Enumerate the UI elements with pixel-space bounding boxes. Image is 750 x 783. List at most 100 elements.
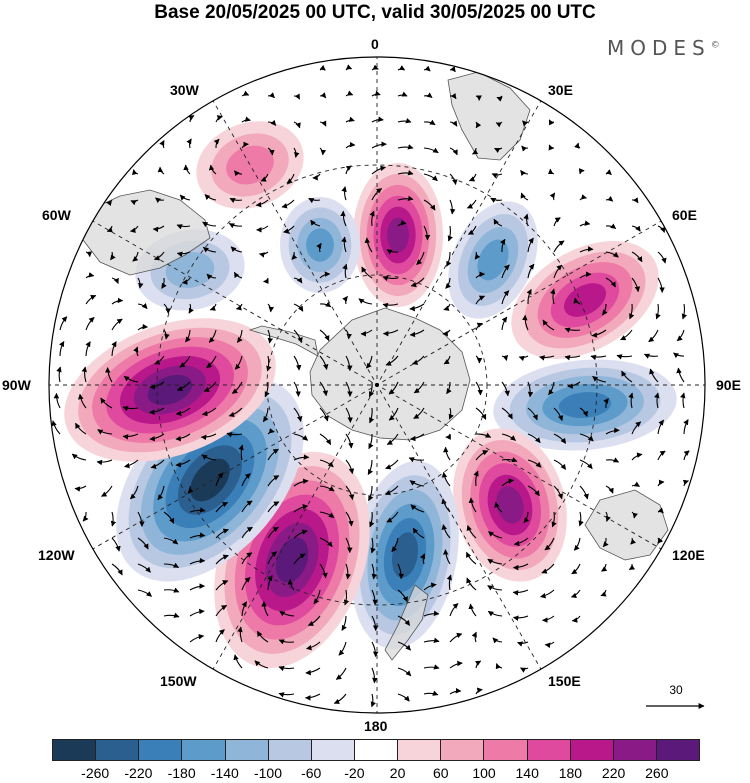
wind-vector (573, 537, 581, 551)
wind-vector (397, 615, 411, 626)
wind-vector (590, 354, 607, 361)
colorbar-tick-label: -20 (344, 765, 365, 781)
wind-vector (680, 392, 686, 409)
wind-vector (130, 199, 139, 206)
wind-vector (549, 192, 556, 201)
wind-vector (110, 251, 116, 261)
colorbar-tick-label: 220 (601, 765, 626, 781)
wind-vector (446, 574, 452, 591)
antarctic-peninsula-landmass (248, 325, 319, 357)
wind-vector (501, 381, 510, 397)
wind-vector (494, 501, 503, 513)
wind-vector (345, 459, 355, 475)
colorbar-swatch (53, 740, 97, 760)
wind-vector (648, 329, 659, 343)
wind-vector (649, 368, 659, 383)
wind-vector (629, 303, 635, 320)
wind-vector (512, 563, 529, 571)
wind-vector (579, 407, 588, 417)
wind-vector (541, 563, 555, 574)
wind-vector (237, 626, 243, 643)
wind-vector (397, 220, 407, 227)
wind-vector (384, 485, 399, 496)
wind-vector (548, 381, 555, 396)
wind-vector (410, 504, 425, 513)
wind-vector (305, 667, 321, 676)
wind-vector (215, 554, 229, 565)
anomaly-contour (391, 532, 419, 578)
wind-vector (468, 603, 477, 617)
wind-vector (233, 170, 243, 177)
wind-vector (591, 329, 607, 338)
wind-vector (423, 637, 440, 644)
wind-vector (449, 199, 456, 215)
label-30e: 30E (548, 82, 573, 98)
map-border (48, 56, 706, 714)
wind-vector (111, 318, 123, 331)
wind-vector (657, 277, 665, 293)
wind-vector (215, 115, 223, 123)
wind-vector (343, 589, 350, 606)
wind-vector (208, 164, 217, 175)
wind-vector (293, 454, 310, 461)
label-180: 180 (364, 718, 388, 734)
wind-vector (361, 266, 373, 279)
wind-vector (201, 454, 217, 461)
wind-vector (100, 397, 113, 409)
wind-vector (501, 290, 510, 305)
wind-vector (526, 288, 532, 305)
wind-vector (579, 168, 585, 175)
wind-vector (423, 173, 438, 182)
wind-vector (382, 275, 399, 282)
label-150w: 150W (160, 673, 197, 689)
wind-vector (278, 665, 295, 672)
wind-vector (111, 341, 117, 357)
wind-vector (370, 537, 376, 554)
wind-vector (522, 314, 529, 331)
wind-vector (287, 579, 295, 591)
wind-vector (233, 271, 243, 279)
brand-name: MODES (607, 36, 711, 60)
wind-vector (681, 303, 688, 320)
colorbar-tick-label: -100 (253, 765, 283, 781)
wind-vector (657, 251, 667, 264)
wind-vector (137, 511, 145, 528)
wind-vector (132, 251, 139, 262)
wind-vector (501, 264, 510, 279)
wind-vector (579, 220, 591, 227)
latitude-circle-middle (156, 164, 598, 606)
wind-vector (203, 381, 217, 392)
wind-vector (319, 511, 335, 519)
wind-vector (472, 147, 479, 155)
wind-vector (553, 485, 564, 500)
wind-vector (313, 589, 321, 605)
wind-vector (189, 608, 205, 617)
wind-vector (267, 303, 274, 313)
wind-vector (443, 303, 451, 311)
anomaly-contour (147, 374, 193, 406)
wind-vector (449, 120, 458, 127)
wind-vector (382, 329, 399, 337)
wind-vector (657, 225, 666, 233)
wind-vector (475, 355, 483, 364)
wind-vector (579, 433, 594, 442)
wind-vector (409, 329, 425, 338)
wind-vector (605, 485, 614, 494)
wind-vector (358, 298, 373, 305)
wind-vector (368, 433, 374, 450)
wind-vector (419, 553, 426, 565)
south-pole-marker (375, 383, 379, 387)
wind-vector (386, 511, 399, 523)
wind-vector (371, 667, 378, 684)
wind-vector (213, 138, 220, 149)
wind-vector (215, 604, 228, 617)
wind-vector (578, 511, 584, 527)
wind-vector (189, 532, 206, 539)
wind-vector (466, 577, 477, 591)
brand-logo: MODES© (607, 36, 720, 60)
wind-vector (319, 459, 334, 468)
wind-vector (371, 589, 378, 606)
wind-vector (475, 95, 482, 101)
colorbar-tick-label: -60 (301, 765, 322, 781)
wind-vector (293, 121, 301, 129)
